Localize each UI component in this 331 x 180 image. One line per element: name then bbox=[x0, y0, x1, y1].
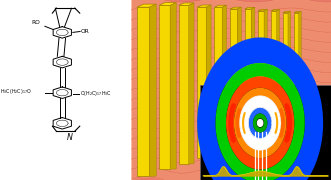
Polygon shape bbox=[258, 9, 267, 11]
Polygon shape bbox=[283, 11, 291, 13]
Bar bbox=[294, 13, 299, 122]
Polygon shape bbox=[226, 76, 294, 170]
Polygon shape bbox=[222, 5, 226, 153]
Polygon shape bbox=[251, 7, 255, 144]
Polygon shape bbox=[137, 4, 156, 7]
Bar bbox=[131, 0, 331, 180]
Polygon shape bbox=[258, 120, 263, 126]
Polygon shape bbox=[230, 7, 241, 9]
Text: RO: RO bbox=[31, 20, 40, 25]
Text: $N$: $N$ bbox=[66, 131, 73, 142]
Polygon shape bbox=[288, 11, 291, 128]
Polygon shape bbox=[197, 5, 211, 7]
Polygon shape bbox=[159, 3, 176, 5]
Polygon shape bbox=[248, 107, 272, 139]
Bar bbox=[214, 7, 222, 153]
Polygon shape bbox=[179, 3, 194, 5]
Polygon shape bbox=[245, 7, 255, 9]
Polygon shape bbox=[294, 12, 301, 13]
Polygon shape bbox=[197, 37, 323, 180]
Bar bbox=[197, 7, 206, 158]
Text: H$_3$C(H$_2$C)$_{17}$O: H$_3$C(H$_2$C)$_{17}$O bbox=[0, 87, 32, 96]
Polygon shape bbox=[253, 113, 267, 132]
Polygon shape bbox=[234, 88, 286, 158]
Bar bbox=[179, 5, 189, 164]
Polygon shape bbox=[299, 12, 301, 122]
Text: OR: OR bbox=[81, 29, 89, 34]
Bar bbox=[245, 9, 251, 144]
Bar bbox=[258, 11, 264, 139]
Bar bbox=[137, 7, 149, 176]
Polygon shape bbox=[237, 7, 241, 149]
Polygon shape bbox=[240, 96, 280, 150]
Bar bbox=[1, 0, 131, 180]
Bar bbox=[230, 9, 237, 149]
Polygon shape bbox=[170, 3, 176, 169]
Text: O(H$_2$C)$_{17}$H$_3$C: O(H$_2$C)$_{17}$H$_3$C bbox=[80, 89, 112, 98]
Bar bbox=[159, 5, 170, 169]
Polygon shape bbox=[206, 5, 211, 158]
Bar bbox=[283, 13, 288, 128]
Bar bbox=[271, 11, 277, 133]
Polygon shape bbox=[215, 63, 305, 180]
Polygon shape bbox=[264, 9, 267, 139]
Polygon shape bbox=[189, 3, 194, 164]
Polygon shape bbox=[149, 4, 156, 176]
Polygon shape bbox=[271, 10, 279, 11]
Bar bbox=[200, 85, 331, 180]
Polygon shape bbox=[214, 5, 226, 7]
Polygon shape bbox=[277, 10, 279, 133]
